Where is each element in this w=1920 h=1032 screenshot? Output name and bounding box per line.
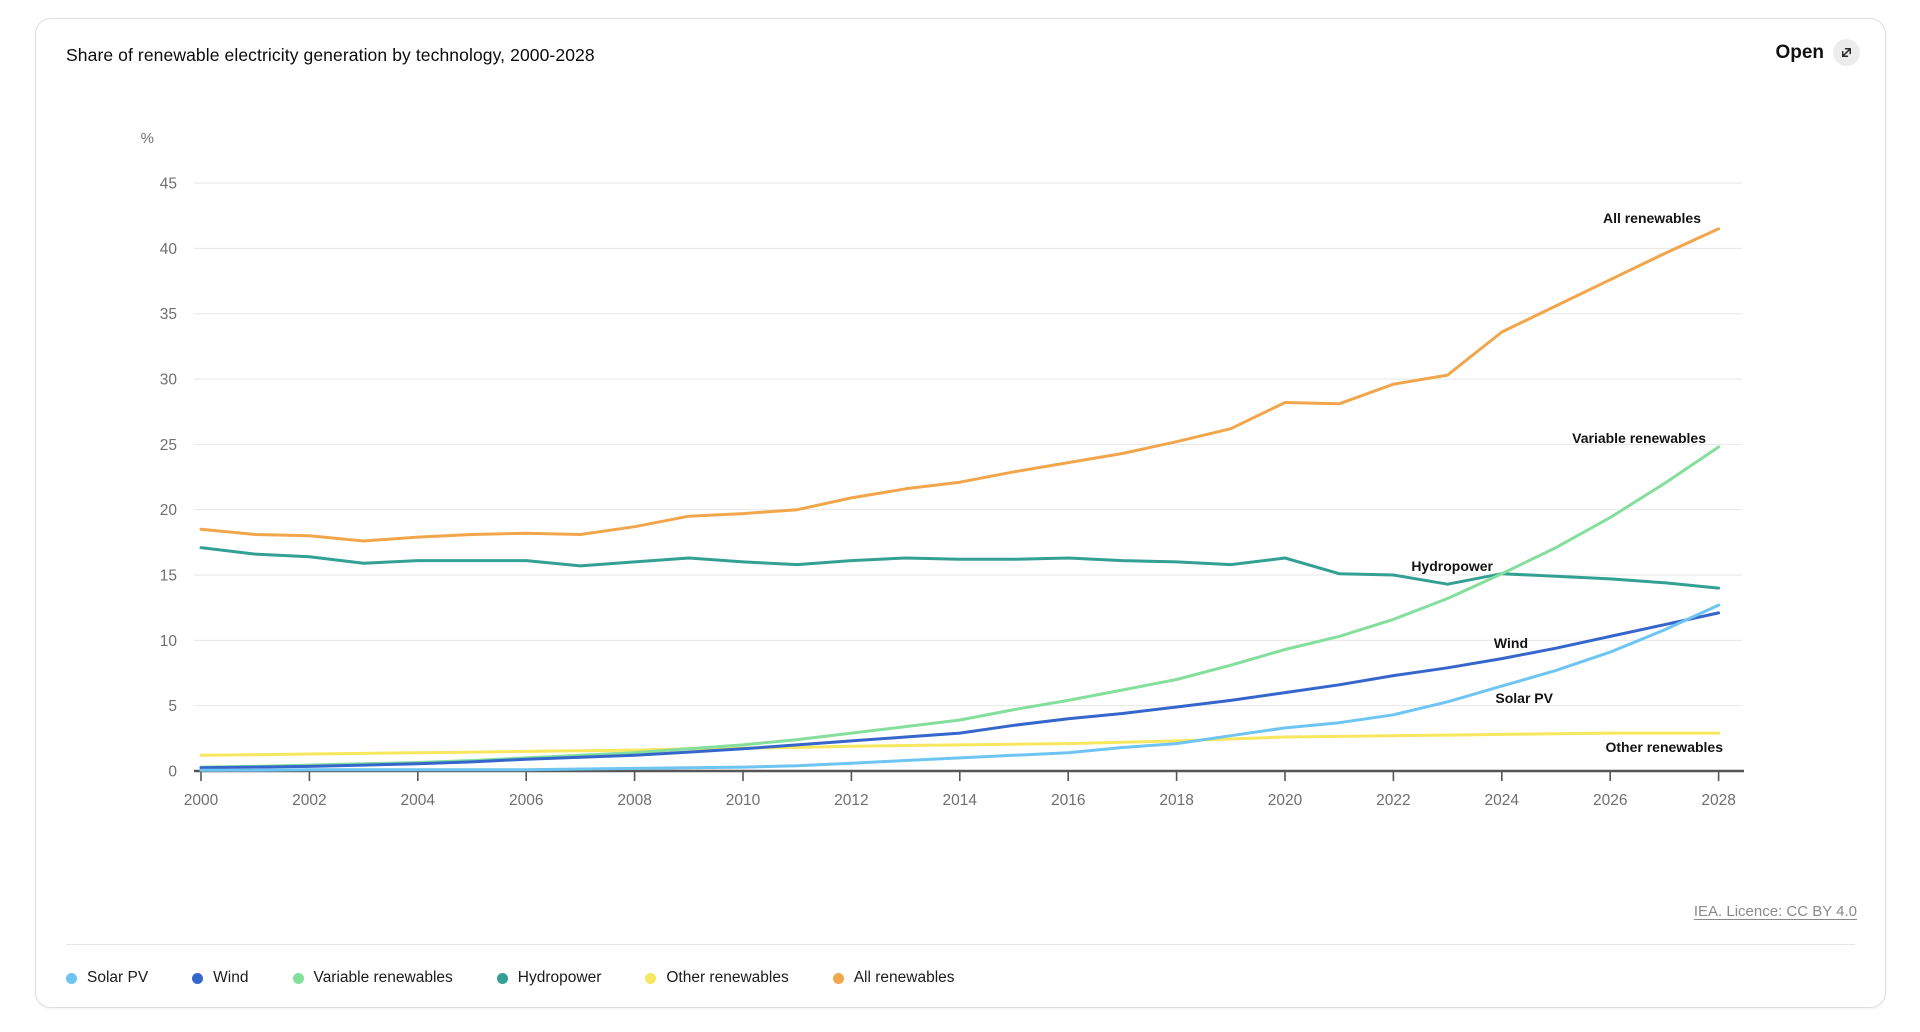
licence-link[interactable]: IEA. Licence: CC BY 4.0 [1693, 903, 1857, 920]
legend-item-label: All renewables [853, 969, 955, 986]
x-tick-label: 2024 [1485, 792, 1520, 809]
y-tick-label: 0 [168, 764, 177, 781]
x-tick-label: 2012 [834, 792, 868, 809]
legend-item-other-renewables[interactable]: Other renewables [645, 969, 789, 987]
legend-item-label: Solar PV [87, 969, 149, 986]
series-label-wind: Wind [1494, 635, 1528, 651]
y-tick-label: 5 [168, 698, 177, 715]
y-axis-unit-label: % [141, 130, 154, 147]
series-label-hydropower: Hydropower [1411, 558, 1493, 574]
open-button[interactable]: Open [1775, 39, 1860, 66]
x-tick-label: 2016 [1051, 792, 1085, 809]
series-line-other-renewables[interactable] [199, 731, 1721, 757]
x-tick-label: 2002 [292, 792, 326, 809]
series-label-solar-pv: Solar PV [1495, 690, 1553, 706]
y-tick-label: 35 [160, 306, 177, 323]
chart-legend: Solar PV Wind Variable renewables Hydropowe… [66, 969, 955, 987]
chart-card: Share of renewable electricity generatio… [35, 18, 1886, 1008]
legend-dot-icon [192, 972, 204, 984]
legend-dot-icon [496, 972, 508, 984]
legend-item-wind[interactable]: Wind [192, 969, 249, 987]
legend-item-hydropower[interactable]: Hydropower [496, 969, 602, 987]
y-tick-label: 15 [160, 568, 177, 585]
x-tick-label: 2026 [1593, 792, 1627, 809]
legend-dot-icon [292, 972, 304, 984]
legend-item-label: Variable renewables [313, 969, 453, 986]
x-tick-label: 2004 [401, 792, 436, 809]
x-tick-label: 2018 [1159, 792, 1193, 809]
page-title: Share of renewable electricity generatio… [66, 45, 595, 65]
legend-dot-icon [832, 972, 844, 984]
y-tick-label: 40 [160, 241, 178, 258]
series-line-all-renewables[interactable] [199, 227, 1721, 543]
y-tick-label: 10 [160, 633, 178, 650]
x-tick-label: 2028 [1701, 792, 1735, 809]
external-link-icon[interactable] [1833, 39, 1860, 66]
x-tick-label: 2020 [1268, 792, 1303, 809]
series-line-solar-pv[interactable] [199, 603, 1721, 772]
series-label-variable-renewables: Variable renewables [1572, 430, 1706, 446]
legend-item-label: Other renewables [666, 969, 789, 986]
x-tick-label: 2008 [617, 792, 651, 809]
x-tick-label: 2010 [726, 792, 761, 809]
y-tick-label: 20 [160, 502, 178, 519]
legend-dot-icon [66, 972, 77, 984]
legend-dot-icon [645, 972, 657, 984]
legend-item-label: Hydropower [517, 969, 602, 986]
x-tick-label: 2022 [1376, 792, 1410, 809]
x-tick-label: 2006 [509, 792, 543, 809]
y-tick-label: 45 [160, 176, 177, 193]
line-chart: 0 5 10 15 20 25 30 35 40 45% 2000 2002 2004 2006 2008 2… [141, 130, 1744, 809]
series-label-other-renewables: Other renewables [1606, 739, 1724, 755]
legend-item-variable-renewables[interactable]: Variable renewables [292, 969, 453, 987]
series-line-wind[interactable] [199, 611, 1721, 770]
series-label-all-renewables: All renewables [1603, 210, 1701, 226]
open-button-label: Open [1775, 41, 1824, 63]
legend-item-all-renewables[interactable]: All renewables [832, 969, 955, 987]
y-tick-label: 30 [160, 372, 178, 389]
x-tick-label: 2014 [943, 792, 978, 809]
series-line-hydropower[interactable] [199, 546, 1721, 590]
y-tick-label: 25 [160, 437, 177, 454]
series-line-variable-renewables[interactable] [199, 445, 1721, 769]
x-tick-label: 2000 [184, 792, 219, 809]
legend-item-solar-pv[interactable]: Solar PV [66, 969, 148, 987]
legend-divider [66, 944, 1855, 945]
legend-item-label: Wind [213, 969, 249, 986]
